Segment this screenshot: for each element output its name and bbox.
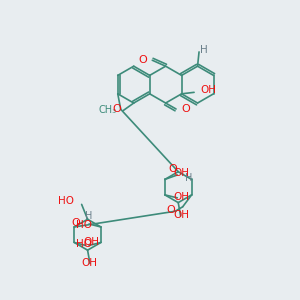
Text: OH: OH [173, 192, 189, 202]
Text: OH: OH [174, 210, 190, 220]
Text: O: O [182, 104, 190, 114]
Text: O: O [112, 104, 121, 114]
Text: OH: OH [174, 168, 190, 178]
Text: OH: OH [81, 258, 97, 268]
Text: O: O [167, 205, 175, 215]
Text: O: O [71, 218, 80, 227]
Text: H: H [85, 211, 93, 221]
Text: O: O [138, 55, 147, 65]
Text: H: H [200, 45, 207, 56]
Text: HO: HO [58, 196, 74, 206]
Text: CH₃: CH₃ [99, 106, 117, 116]
Text: OH: OH [83, 237, 99, 248]
Text: HO: HO [76, 239, 92, 249]
Text: HO: HO [76, 220, 92, 230]
Text: O: O [169, 164, 177, 174]
Text: OH: OH [201, 85, 217, 95]
Text: H: H [185, 173, 192, 183]
